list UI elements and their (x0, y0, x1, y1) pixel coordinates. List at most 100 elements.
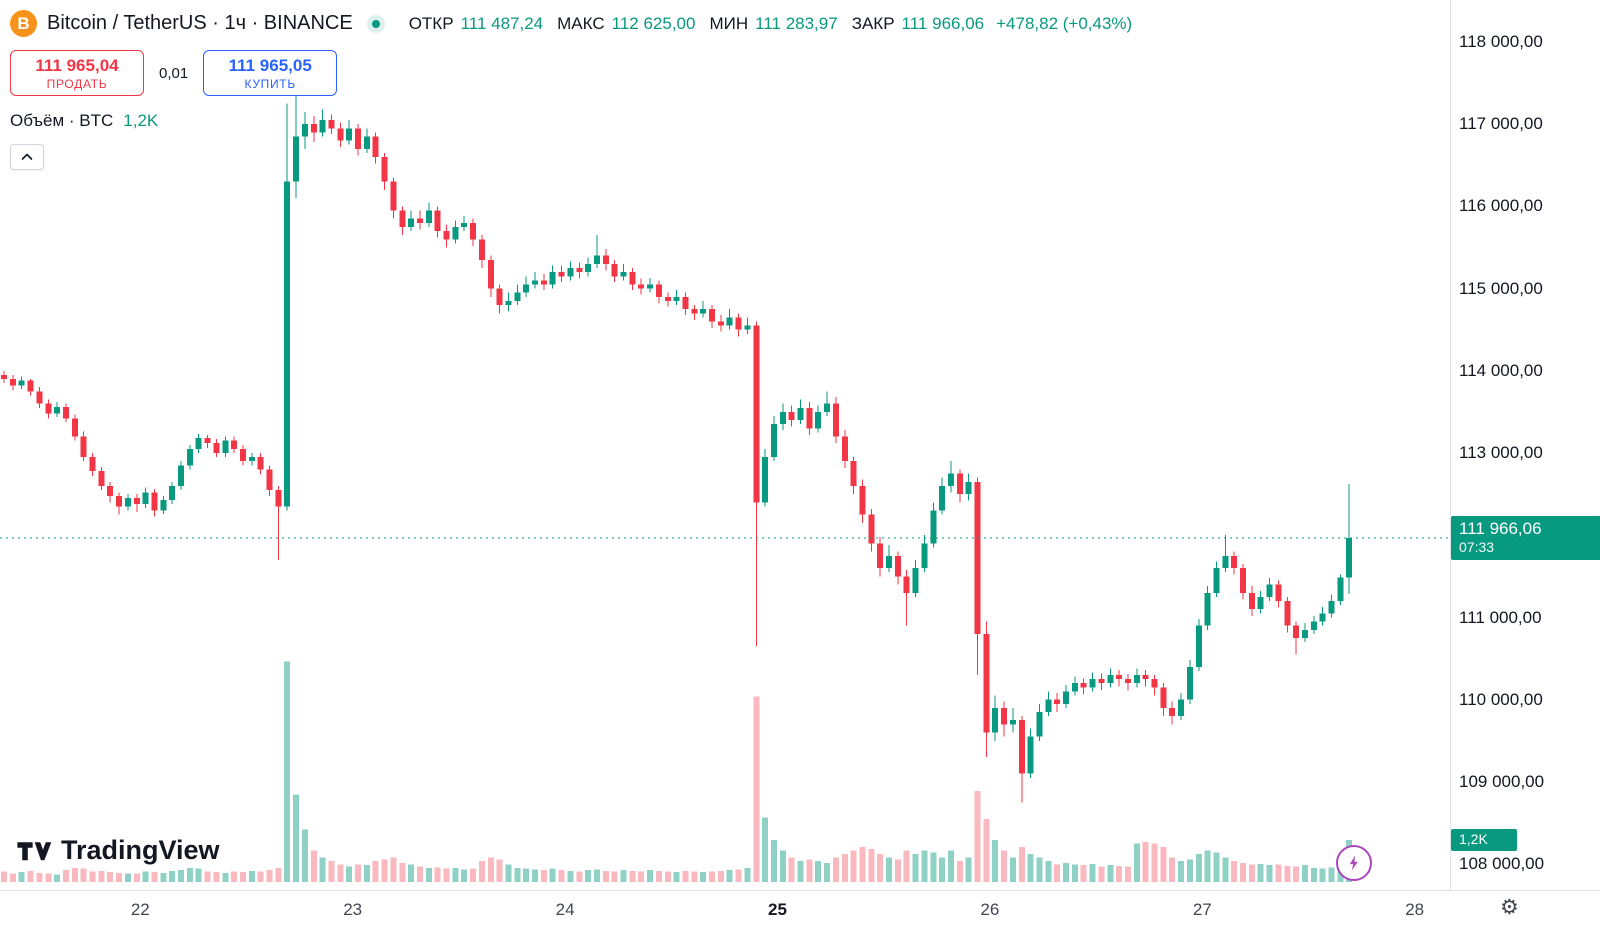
volume-bar (496, 859, 503, 882)
candle-body (1, 374, 7, 380)
change-value: +478,82 (+0,43%) (996, 13, 1133, 33)
volume-bar (239, 872, 246, 882)
volume-bar (1089, 863, 1096, 882)
candle-body (301, 124, 308, 137)
candle-body (363, 136, 370, 149)
volume-bar (956, 861, 963, 882)
volume-bar (620, 869, 627, 882)
volume-bar (222, 872, 229, 882)
time-tick-label: 26 (980, 900, 1000, 919)
volume-bar (947, 850, 954, 882)
high-label: МАКС (557, 13, 605, 33)
candle-body (1248, 592, 1255, 610)
candle-body (770, 424, 777, 458)
candle-body (425, 210, 432, 223)
candle-body (1107, 675, 1114, 684)
candle-body (850, 461, 857, 486)
candle-body (1169, 707, 1176, 717)
volume-bar (638, 871, 645, 882)
time-tick-label: 28 (1405, 900, 1425, 919)
symbol-title[interactable]: Bitcoin / TetherUS · 1ч · BINANCE (47, 12, 353, 34)
current-price-value: 111 966,06 (1459, 519, 1542, 538)
candle-body (682, 296, 689, 310)
volume-bar (1151, 843, 1158, 882)
volume-bar (1, 871, 7, 882)
volume-indicator-row[interactable]: Объём · BTC 1,2K (10, 111, 1132, 131)
candlestick-chart[interactable] (0, 0, 1450, 890)
settings-gear-icon[interactable]: ⚙ (1500, 896, 1519, 919)
candle-body (434, 210, 441, 232)
volume-bar (717, 870, 724, 882)
volume-bar (381, 859, 388, 882)
volume-bar (1222, 857, 1229, 882)
candle-body (877, 543, 884, 569)
volume-bar (116, 872, 123, 882)
volume-bar (452, 868, 459, 882)
volume-current-value: 1,2K (123, 111, 159, 130)
volume-bar (691, 871, 698, 882)
candle-body (107, 485, 114, 496)
sell-button[interactable]: 111 965,04 ПРОДАТЬ (10, 50, 144, 96)
volume-bar (257, 871, 264, 882)
candle-body (98, 471, 105, 486)
volume-bar (1204, 850, 1211, 882)
candle-body (611, 263, 618, 277)
candle-body (381, 157, 388, 182)
volume-bar (532, 869, 538, 882)
candle-body (239, 448, 246, 462)
volume-bar (124, 873, 131, 882)
candle-body (160, 499, 167, 511)
instant-trading-button[interactable] (1336, 845, 1372, 881)
price-axis[interactable]: 118 000,00 117 000,00 116 000,00 115 000,00… (1450, 0, 1600, 890)
candle-body (133, 498, 140, 504)
candle-body (1124, 679, 1131, 684)
candle-countdown: 07:33 (1459, 539, 1495, 556)
collapse-legend-button[interactable] (10, 144, 44, 170)
volume-bar (894, 859, 901, 882)
volume-bar (399, 862, 406, 882)
volume-bar (903, 850, 910, 882)
volume-bar (408, 864, 415, 882)
candle-body (744, 325, 751, 330)
volume-bar (815, 861, 822, 882)
buy-label: КУПИТЬ (244, 77, 296, 91)
candle-body (195, 438, 202, 449)
volume-bar (1142, 841, 1149, 882)
candle-body (328, 120, 335, 129)
tradingview-logo[interactable]: TradingView (16, 835, 220, 866)
market-status-icon[interactable] (366, 14, 385, 33)
volume-bar (1257, 863, 1264, 882)
candle-body (9, 379, 16, 386)
candle-body (1266, 584, 1273, 597)
candle-body (726, 317, 733, 326)
volume-bar (231, 871, 238, 882)
volume-bar (27, 870, 34, 882)
candle-body (1001, 707, 1008, 725)
volume-bar (709, 871, 715, 882)
candle-body (629, 272, 636, 285)
candle-body (655, 284, 662, 297)
time-axis[interactable]: 22 23 24 25 26 27 28 ⚙ (0, 890, 1600, 949)
candle-body (886, 555, 892, 569)
candle-body (903, 576, 910, 593)
volume-bar (1054, 864, 1061, 882)
buy-button[interactable]: 111 965,05 КУПИТЬ (203, 50, 338, 96)
candle-body (1319, 613, 1326, 622)
volume-bar (284, 661, 291, 882)
candle-body (806, 407, 813, 429)
candle-body (151, 492, 158, 511)
candle-body (965, 481, 972, 495)
volume-bar (293, 794, 300, 882)
volume-bar (71, 868, 78, 882)
volume-bar (1063, 862, 1069, 882)
candle-body (894, 555, 901, 577)
candle-body (532, 280, 538, 285)
volume-bar (868, 848, 875, 882)
buy-price: 111 965,05 (228, 56, 312, 75)
candle-body (912, 568, 919, 593)
volume-bar (1266, 865, 1273, 882)
volume-value-tag: 1,2K (1451, 829, 1517, 851)
volume-bar (726, 870, 733, 882)
candle-body (1098, 679, 1105, 684)
volume-bar (1213, 852, 1220, 882)
